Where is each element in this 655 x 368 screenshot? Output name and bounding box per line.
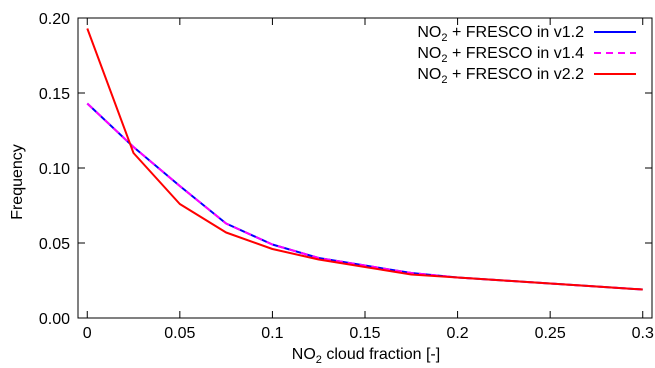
series-line-2 (86, 102, 643, 291)
x-tick-label: 0 (83, 325, 92, 342)
x-tick-label: 0.05 (164, 325, 195, 342)
y-axis-title: Frequency (9, 144, 26, 220)
x-tick-label: 0.15 (349, 325, 380, 342)
y-tick-label: 0.15 (39, 86, 70, 103)
series-line-3 (86, 28, 643, 291)
plot-frame (77, 17, 653, 319)
y-tick-label: 0.20 (39, 11, 70, 28)
legend-label-1: NO2 + FRESCO in v1.2 (417, 24, 584, 44)
series-line-1 (86, 102, 643, 291)
y-tick-label: 0.00 (39, 311, 70, 328)
x-tick-label: 0.2 (446, 325, 468, 342)
x-tick-label: 0.3 (632, 325, 654, 342)
legend-label-2: NO2 + FRESCO in v1.4 (417, 45, 584, 65)
x-axis-title: NO2 cloud fraction [-] (292, 346, 440, 366)
y-tick-label: 0.10 (39, 161, 70, 178)
legend-label-3: NO2 + FRESCO in v2.2 (417, 66, 584, 86)
x-tick-label: 0.25 (535, 325, 566, 342)
x-tick-label: 0.1 (261, 325, 283, 342)
y-tick-label: 0.05 (39, 236, 70, 253)
